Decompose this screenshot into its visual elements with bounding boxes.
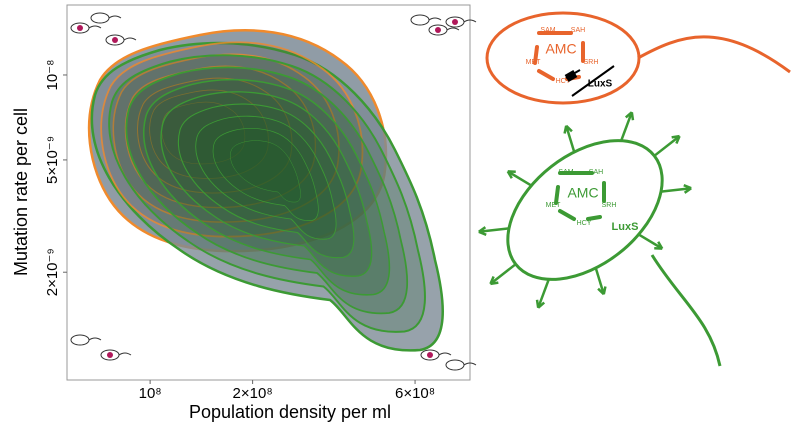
contour-line: [149, 89, 269, 179]
signal-arrow: [594, 267, 605, 295]
arrow-head: [506, 170, 516, 179]
signal-arrow: [637, 233, 663, 250]
y-tick-label: 10⁻⁸: [44, 60, 61, 91]
metabolite-label: MET: [546, 202, 562, 209]
metabolite-label: HCY: [577, 220, 592, 227]
metabolite-label: HCY: [556, 78, 571, 85]
cell-body: [485, 11, 641, 105]
bacterium-tail: [428, 17, 442, 21]
enzyme-label: LuxS: [588, 79, 613, 90]
x-tick-label: 10⁸: [139, 385, 162, 402]
contour-line: [212, 128, 319, 221]
cell-body-wrap: [506, 139, 664, 281]
signal-arrow: [507, 170, 533, 187]
flagellum: [637, 35, 791, 74]
bacterium-dot: [427, 352, 433, 358]
arrow-head: [597, 286, 607, 296]
arrow-head: [478, 226, 487, 236]
x-tick-label: 6×10⁸: [395, 385, 435, 402]
signal-arrow: [565, 125, 576, 153]
bacterium-tail: [446, 27, 460, 31]
bacterium-dot: [107, 352, 113, 358]
cycle-arrow: [537, 69, 555, 81]
metabolite-label: MET: [526, 59, 542, 66]
metabolite-label: AMC: [567, 185, 598, 201]
x-tick-label: 2×10⁸: [233, 385, 273, 402]
contour-line: [160, 91, 373, 277]
contour-line: [108, 54, 426, 333]
bacterium-dot: [112, 37, 118, 43]
y-tick-label: 2×10⁻⁹: [44, 248, 61, 296]
contour-line: [125, 66, 409, 315]
signal-arrow: [660, 186, 692, 193]
metabolite-label: SRH: [602, 202, 617, 209]
cycle-arrow: [586, 215, 602, 221]
cycle-arrow: [533, 45, 539, 65]
signal-arrow: [489, 263, 517, 285]
metabolite-label: SAM: [558, 169, 573, 176]
bacterium-tail: [88, 25, 102, 29]
bacterium-icon: [410, 14, 430, 26]
cycle-arrow: [554, 185, 560, 205]
bacterium-dot: [77, 25, 83, 31]
x-axis-title: Population density per ml: [189, 402, 391, 422]
metabolite-label: SAH: [589, 169, 603, 176]
arrow-head: [654, 241, 664, 250]
arrow-head: [671, 134, 681, 144]
bacterium-tail: [88, 337, 102, 341]
cycle-arrow: [558, 209, 576, 221]
bacterium-tail: [438, 352, 452, 356]
signal-arrow: [537, 278, 550, 309]
signal-arrow: [478, 227, 510, 234]
contour-line: [230, 140, 301, 203]
y-axis-title: Mutation rate per cell: [11, 108, 31, 276]
bacterium-dot: [435, 27, 441, 33]
blocked-step: [564, 70, 578, 82]
arrow-head: [683, 184, 692, 194]
bacterium-icon: [90, 12, 110, 24]
arrow-head: [535, 299, 546, 309]
bacterium-tail: [123, 37, 137, 41]
signal-arrow: [653, 135, 681, 157]
contour-line: [177, 103, 355, 259]
y-tick-label: 5×10⁻⁹: [44, 136, 61, 184]
signal-arrow: [620, 111, 633, 142]
bacterium-tail: [463, 19, 477, 23]
bacterium-icon: [445, 359, 465, 371]
metabolite-label: SRH: [584, 59, 599, 66]
bacterium-icon: [70, 334, 90, 346]
cell-body: [506, 139, 664, 281]
contour-line: [161, 101, 246, 165]
metabolite-label: AMC: [545, 41, 576, 57]
flagellum: [650, 254, 722, 367]
metabolite-label: SAM: [540, 27, 555, 34]
arrow-head: [624, 111, 635, 121]
arrow-head: [489, 276, 499, 286]
contour-line: [100, 41, 364, 238]
bacterium-dot: [452, 19, 458, 25]
bacterium-tail: [108, 15, 122, 19]
bacterium-tail: [118, 352, 132, 356]
density-contours: [70, 12, 477, 371]
contour-line: [195, 115, 337, 240]
arrow-head: [563, 124, 573, 134]
metabolite-label: SAH: [571, 27, 585, 34]
bacterium-tail: [463, 362, 477, 366]
enzyme-label: LuxS: [612, 221, 639, 233]
